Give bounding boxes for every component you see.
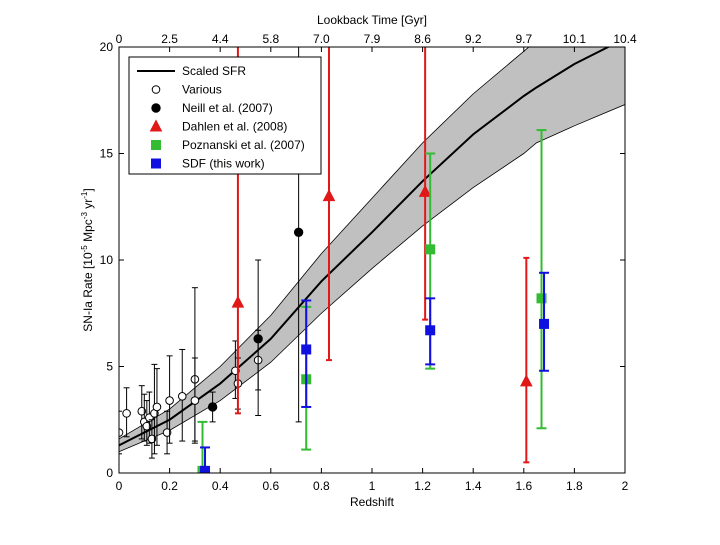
point-0-10: [165, 396, 174, 405]
x-tick-label-5: 1: [369, 479, 376, 493]
point-0-11: [177, 392, 187, 401]
legend-label-1: Various: [182, 83, 222, 97]
legend-label-4: Poznanski et al. (2007): [182, 138, 305, 152]
legend-label-0: Scaled SFR: [182, 64, 246, 78]
point-3-3: [536, 293, 547, 304]
top-tick-label-10: 10.4: [613, 32, 637, 46]
point-2-0: [231, 295, 245, 308]
x-tick-label-1: 0.2: [161, 479, 178, 493]
point-4-3: [539, 318, 550, 329]
point-4-2: [425, 325, 436, 336]
point-0-13: [190, 396, 200, 405]
point-0-2: [137, 406, 147, 416]
point-3-2: [425, 244, 436, 255]
sfr-band-layer: [119, 47, 625, 453]
legend: Scaled SFR Various Neill et al. (2007) Dahl…: [128, 56, 322, 175]
top-tick-label-5: 7.9: [364, 32, 381, 46]
x-tick-label-8: 1.6: [515, 479, 532, 493]
sfr-uncertainty-band: [119, 47, 625, 453]
point-0-8: [152, 402, 162, 412]
series-2: [231, 47, 533, 464]
x-tick-label-3: 0.6: [262, 479, 279, 493]
x-axis-label: Redshift: [350, 495, 395, 509]
x-tick-label-7: 1.4: [465, 479, 482, 493]
top-tick-label-3: 5.8: [262, 32, 279, 46]
sfr-line: [119, 47, 611, 447]
point-2-1: [322, 189, 336, 202]
point-2-2: [418, 184, 432, 197]
legend-symbol-1: [151, 85, 161, 94]
y-tick-label-1: 5: [106, 360, 113, 374]
top-tick-label-7: 9.2: [465, 32, 482, 46]
axes-layer: 000.22.50.44.40.65.80.87.017.91.28.61.49…: [100, 32, 637, 493]
legend-symbol-3: [149, 119, 163, 132]
top-tick-label-0: 0: [116, 32, 123, 46]
x-tick-label-2: 0.4: [212, 479, 229, 493]
legend-label-5: SDF (this work): [182, 157, 265, 171]
series-4: [200, 271, 550, 473]
y-axis-label: SN-Ia Rate [10-5 Mpc-3 yr-1]: [80, 188, 95, 331]
x-tick-label-0: 0: [116, 479, 123, 493]
point-0-6: [147, 434, 157, 444]
top-tick-label-9: 10.1: [563, 32, 587, 46]
top-tick-label-2: 4.4: [212, 32, 229, 46]
point-1-1: [253, 334, 263, 344]
point-0-9: [162, 428, 172, 437]
point-4-1: [301, 344, 312, 355]
point-2-3: [520, 374, 533, 387]
series-0: [119, 287, 263, 459]
x-tick-label-6: 1.2: [414, 479, 431, 493]
point-0-1: [122, 409, 131, 418]
legend-label-3: Dahlen et al. (2008): [182, 120, 287, 134]
legend-label-2: Neill et al. (2007): [182, 101, 273, 115]
point-1-2: [293, 227, 304, 238]
y-tick-label-0: 0: [106, 466, 113, 480]
y-tick-label-3: 15: [100, 147, 114, 161]
legend-symbol-2: [151, 103, 161, 113]
sfr-line-layer: [119, 47, 611, 447]
top-tick-label-6: 8.6: [414, 32, 431, 46]
x-tick-label-4: 0.8: [313, 479, 330, 493]
point-1-0: [207, 402, 218, 412]
point-0-0: [119, 428, 124, 437]
y-tick-label-4: 20: [100, 40, 114, 54]
point-4-0: [200, 465, 211, 473]
point-0-4: [142, 421, 152, 431]
data-points-layer: [119, 47, 550, 473]
legend-box: [128, 56, 322, 175]
top-axis-label: Lookback Time [Gyr]: [317, 13, 427, 27]
legend-symbol-5: [151, 158, 161, 169]
top-tick-label-8: 9.7: [515, 32, 532, 46]
top-tick-label-1: 2.5: [161, 32, 178, 46]
x-tick-label-9: 1.8: [566, 479, 583, 493]
top-tick-label-4: 7.0: [313, 32, 330, 46]
y-tick-label-2: 10: [100, 253, 114, 267]
legend-symbol-4: [151, 140, 161, 150]
x-tick-label-10: 2: [622, 479, 629, 493]
